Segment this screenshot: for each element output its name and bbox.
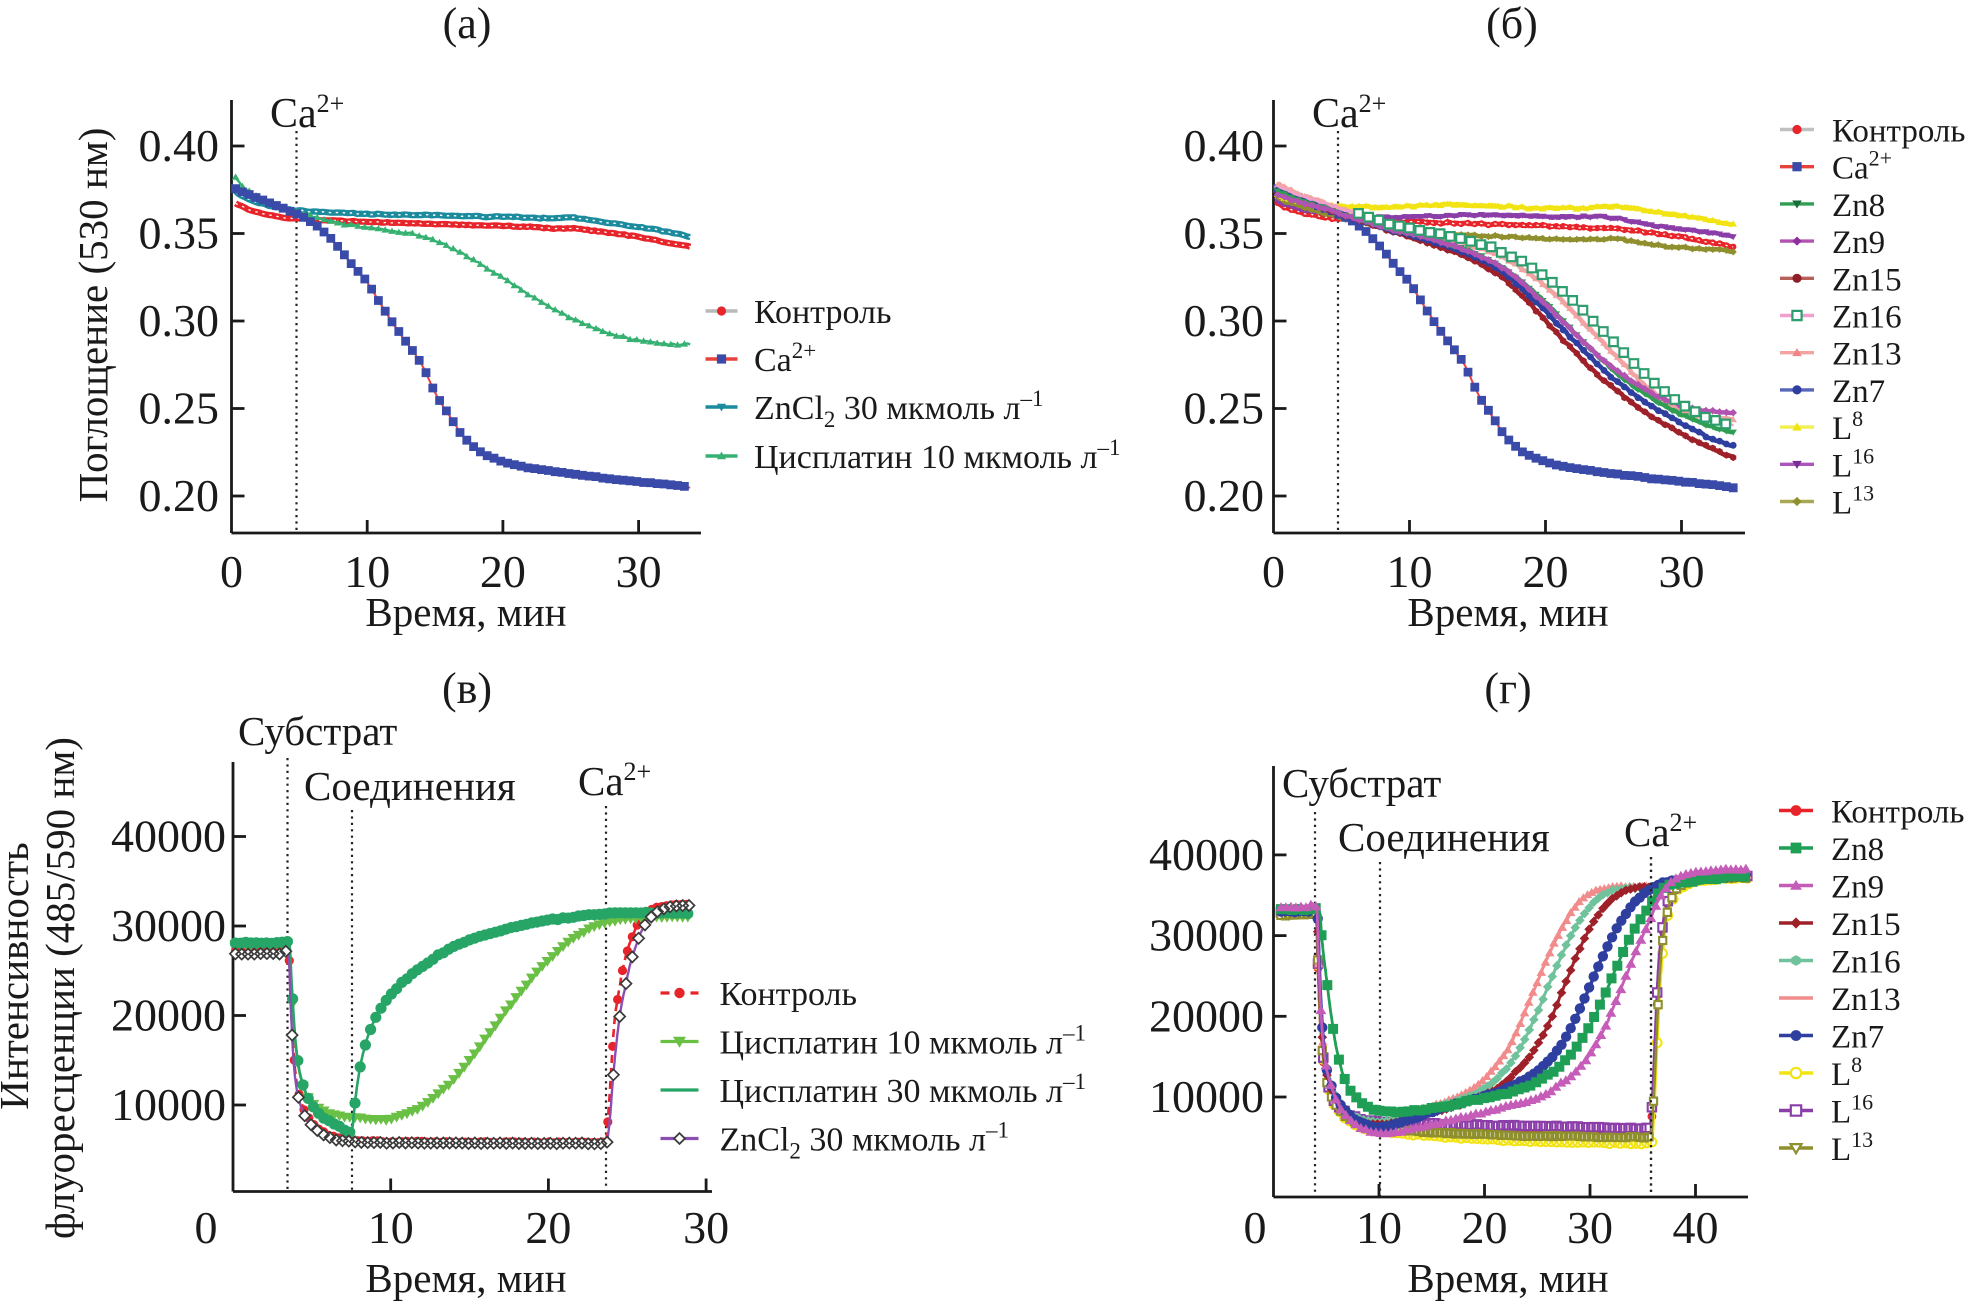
svg-text:(г): (г) (1484, 664, 1531, 713)
svg-text:20000: 20000 (111, 990, 226, 1041)
svg-text:Контроль: Контроль (1832, 114, 1965, 150)
svg-text:Время, мин: Время, мин (365, 589, 566, 635)
svg-text:Zn15: Zn15 (1832, 262, 1902, 298)
svg-text:L16: L16 (1832, 443, 1874, 484)
svg-text:0: 0 (195, 1202, 218, 1253)
svg-text:0.40: 0.40 (139, 120, 220, 171)
svg-text:L8: L8 (1831, 1052, 1862, 1093)
svg-text:Соединения: Соединения (304, 763, 516, 809)
svg-text:40: 40 (1673, 1202, 1719, 1253)
svg-text:L16: L16 (1831, 1090, 1873, 1131)
svg-text:30: 30 (683, 1202, 729, 1253)
svg-text:Zn13: Zn13 (1832, 337, 1902, 373)
svg-text:10000: 10000 (1149, 1071, 1264, 1122)
svg-text:Время, мин: Время, мин (365, 1255, 566, 1301)
svg-text:10: 10 (1356, 1202, 1402, 1253)
svg-text:20: 20 (1462, 1202, 1508, 1253)
svg-text:Zn7: Zn7 (1832, 374, 1885, 410)
svg-text:30000: 30000 (111, 900, 226, 951)
svg-text:Интенсивность: Интенсивность (0, 842, 37, 1109)
svg-text:Ca2+: Ca2+ (578, 757, 651, 804)
svg-text:Ca2+: Ca2+ (1624, 808, 1697, 855)
svg-text:L8: L8 (1832, 406, 1863, 447)
svg-text:Субстрат: Субстрат (238, 708, 397, 754)
svg-text:40000: 40000 (1149, 829, 1264, 880)
svg-text:L13: L13 (1831, 1127, 1873, 1168)
svg-text:30000: 30000 (1149, 910, 1264, 961)
svg-text:0.35: 0.35 (139, 208, 220, 259)
svg-text:0: 0 (1262, 546, 1285, 597)
svg-text:Субстрат: Субстрат (1282, 760, 1441, 806)
svg-text:20: 20 (525, 1202, 571, 1253)
svg-text:Zn16: Zn16 (1832, 300, 1902, 336)
svg-text:Zn15: Zn15 (1831, 907, 1901, 943)
svg-text:Контроль: Контроль (754, 294, 891, 331)
svg-text:Цисплатин 10 мкмоль л–1: Цисплатин 10 мкмоль л–1 (720, 1021, 1087, 1062)
svg-text:флуоресценции (485/590 нм): флуоресценции (485/590 нм) (37, 737, 83, 1239)
svg-text:0.20: 0.20 (139, 470, 220, 521)
svg-text:10: 10 (1387, 546, 1433, 597)
svg-text:Контроль: Контроль (1831, 795, 1964, 831)
svg-text:20000: 20000 (1149, 990, 1264, 1041)
svg-text:ZnCl2 30 мкмоль л–1: ZnCl2 30 мкмоль л–1 (720, 1118, 1009, 1164)
svg-text:Цисплатин 30 мкмоль л–1: Цисплатин 30 мкмоль л–1 (720, 1069, 1087, 1110)
svg-text:0.40: 0.40 (1184, 120, 1265, 171)
svg-text:10: 10 (368, 1202, 414, 1253)
svg-text:Время, мин: Время, мин (1407, 589, 1608, 635)
svg-text:Zn16: Zn16 (1831, 945, 1901, 981)
svg-text:0: 0 (1244, 1202, 1267, 1253)
svg-text:30: 30 (1567, 1202, 1613, 1253)
svg-text:30: 30 (616, 546, 662, 597)
svg-text:40000: 40000 (111, 811, 226, 862)
svg-text:0.20: 0.20 (1184, 470, 1265, 521)
svg-text:(б): (б) (1486, 0, 1538, 48)
svg-text:Контроль: Контроль (720, 976, 857, 1013)
svg-text:Zn7: Zn7 (1831, 1020, 1884, 1056)
svg-text:0.30: 0.30 (139, 295, 220, 346)
svg-text:Ca2+: Ca2+ (270, 89, 344, 137)
svg-text:L13: L13 (1832, 481, 1874, 522)
svg-text:Ca2+: Ca2+ (1312, 89, 1386, 137)
svg-text:20: 20 (1523, 546, 1569, 597)
svg-text:ZnCl2 30 мкмоль л–1: ZnCl2 30 мкмоль л–1 (754, 386, 1043, 432)
svg-text:Zn8: Zn8 (1832, 188, 1885, 224)
svg-text:0.30: 0.30 (1184, 295, 1265, 346)
svg-text:10: 10 (344, 546, 390, 597)
svg-text:0: 0 (220, 546, 243, 597)
svg-text:Соединения: Соединения (1338, 814, 1550, 860)
svg-text:0.35: 0.35 (1184, 208, 1265, 259)
svg-text:Zn13: Zn13 (1831, 982, 1901, 1018)
svg-text:0.25: 0.25 (139, 383, 220, 434)
svg-text:0.25: 0.25 (1184, 383, 1265, 434)
svg-text:Zn8: Zn8 (1831, 832, 1884, 868)
svg-text:Поглощение (530 нм): Поглощение (530 нм) (70, 128, 116, 503)
svg-text:10000: 10000 (111, 1079, 226, 1130)
svg-text:30: 30 (1659, 546, 1705, 597)
svg-text:(в): (в) (442, 664, 492, 713)
svg-text:20: 20 (480, 546, 526, 597)
svg-text:(a): (a) (443, 0, 492, 48)
svg-text:Zn9: Zn9 (1831, 870, 1884, 906)
svg-text:Цисплатин 10 мкмоль л–1: Цисплатин 10 мкмоль л–1 (754, 435, 1121, 476)
svg-text:Ca2+: Ca2+ (754, 338, 816, 379)
svg-text:Zn9: Zn9 (1832, 225, 1885, 261)
svg-text:Ca2+: Ca2+ (1832, 146, 1892, 187)
svg-text:Время, мин: Время, мин (1407, 1255, 1608, 1301)
